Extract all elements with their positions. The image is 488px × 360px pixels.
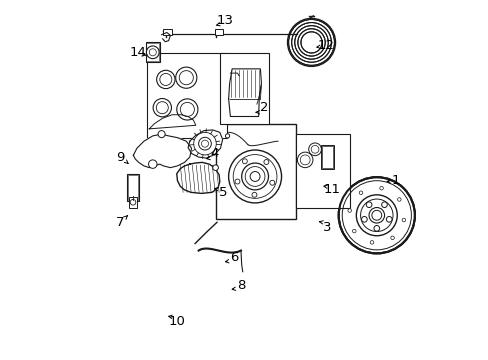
- Circle shape: [373, 225, 379, 231]
- Circle shape: [225, 134, 229, 138]
- Circle shape: [397, 198, 400, 201]
- Circle shape: [401, 218, 405, 222]
- Circle shape: [390, 236, 393, 240]
- Bar: [145, 42, 160, 62]
- Bar: [146, 43, 159, 61]
- Bar: [128, 175, 137, 200]
- Circle shape: [175, 67, 197, 88]
- Circle shape: [381, 202, 386, 208]
- Circle shape: [156, 70, 175, 89]
- Polygon shape: [228, 69, 261, 117]
- Circle shape: [228, 150, 281, 203]
- Text: 4: 4: [210, 147, 218, 160]
- Circle shape: [369, 240, 373, 244]
- Bar: [214, 29, 223, 35]
- Circle shape: [359, 191, 362, 194]
- Bar: [321, 145, 334, 170]
- Circle shape: [153, 99, 171, 117]
- Circle shape: [269, 180, 274, 185]
- Bar: [163, 29, 172, 35]
- Text: 8: 8: [236, 279, 244, 292]
- Polygon shape: [176, 162, 219, 193]
- Text: 6: 6: [229, 251, 238, 264]
- Circle shape: [379, 186, 383, 190]
- Text: 2: 2: [259, 101, 267, 114]
- Text: 7: 7: [116, 216, 124, 229]
- Circle shape: [338, 177, 414, 253]
- Circle shape: [148, 160, 157, 168]
- Circle shape: [264, 159, 268, 165]
- Circle shape: [366, 202, 371, 208]
- Circle shape: [251, 192, 256, 197]
- Circle shape: [250, 171, 260, 181]
- Circle shape: [193, 132, 216, 155]
- Circle shape: [368, 207, 384, 223]
- Bar: [295, 134, 349, 208]
- Circle shape: [146, 46, 159, 59]
- Bar: [322, 146, 333, 168]
- Text: 12: 12: [317, 39, 333, 52]
- Circle shape: [352, 229, 355, 233]
- Bar: [219, 53, 269, 123]
- Text: 14: 14: [129, 46, 146, 59]
- Polygon shape: [133, 134, 191, 168]
- Circle shape: [242, 159, 247, 164]
- Bar: [147, 53, 226, 138]
- Polygon shape: [149, 115, 195, 129]
- Text: 9: 9: [116, 150, 124, 163]
- Circle shape: [235, 179, 240, 184]
- Circle shape: [176, 99, 198, 120]
- Circle shape: [386, 216, 391, 222]
- Circle shape: [347, 209, 351, 212]
- Circle shape: [212, 165, 218, 171]
- Circle shape: [356, 195, 396, 236]
- Text: 5: 5: [219, 186, 227, 199]
- Circle shape: [361, 216, 366, 222]
- Circle shape: [198, 137, 211, 150]
- Bar: [127, 174, 139, 201]
- Text: 1: 1: [391, 174, 400, 186]
- Text: 13: 13: [216, 14, 233, 27]
- Circle shape: [158, 131, 165, 138]
- Circle shape: [241, 163, 268, 190]
- Text: 11: 11: [323, 183, 340, 196]
- Circle shape: [308, 143, 321, 156]
- Circle shape: [297, 152, 312, 168]
- Polygon shape: [188, 130, 222, 158]
- Bar: [129, 197, 137, 207]
- Text: 3: 3: [323, 221, 331, 234]
- Text: 10: 10: [169, 315, 185, 328]
- Bar: [216, 123, 295, 219]
- Circle shape: [287, 18, 335, 66]
